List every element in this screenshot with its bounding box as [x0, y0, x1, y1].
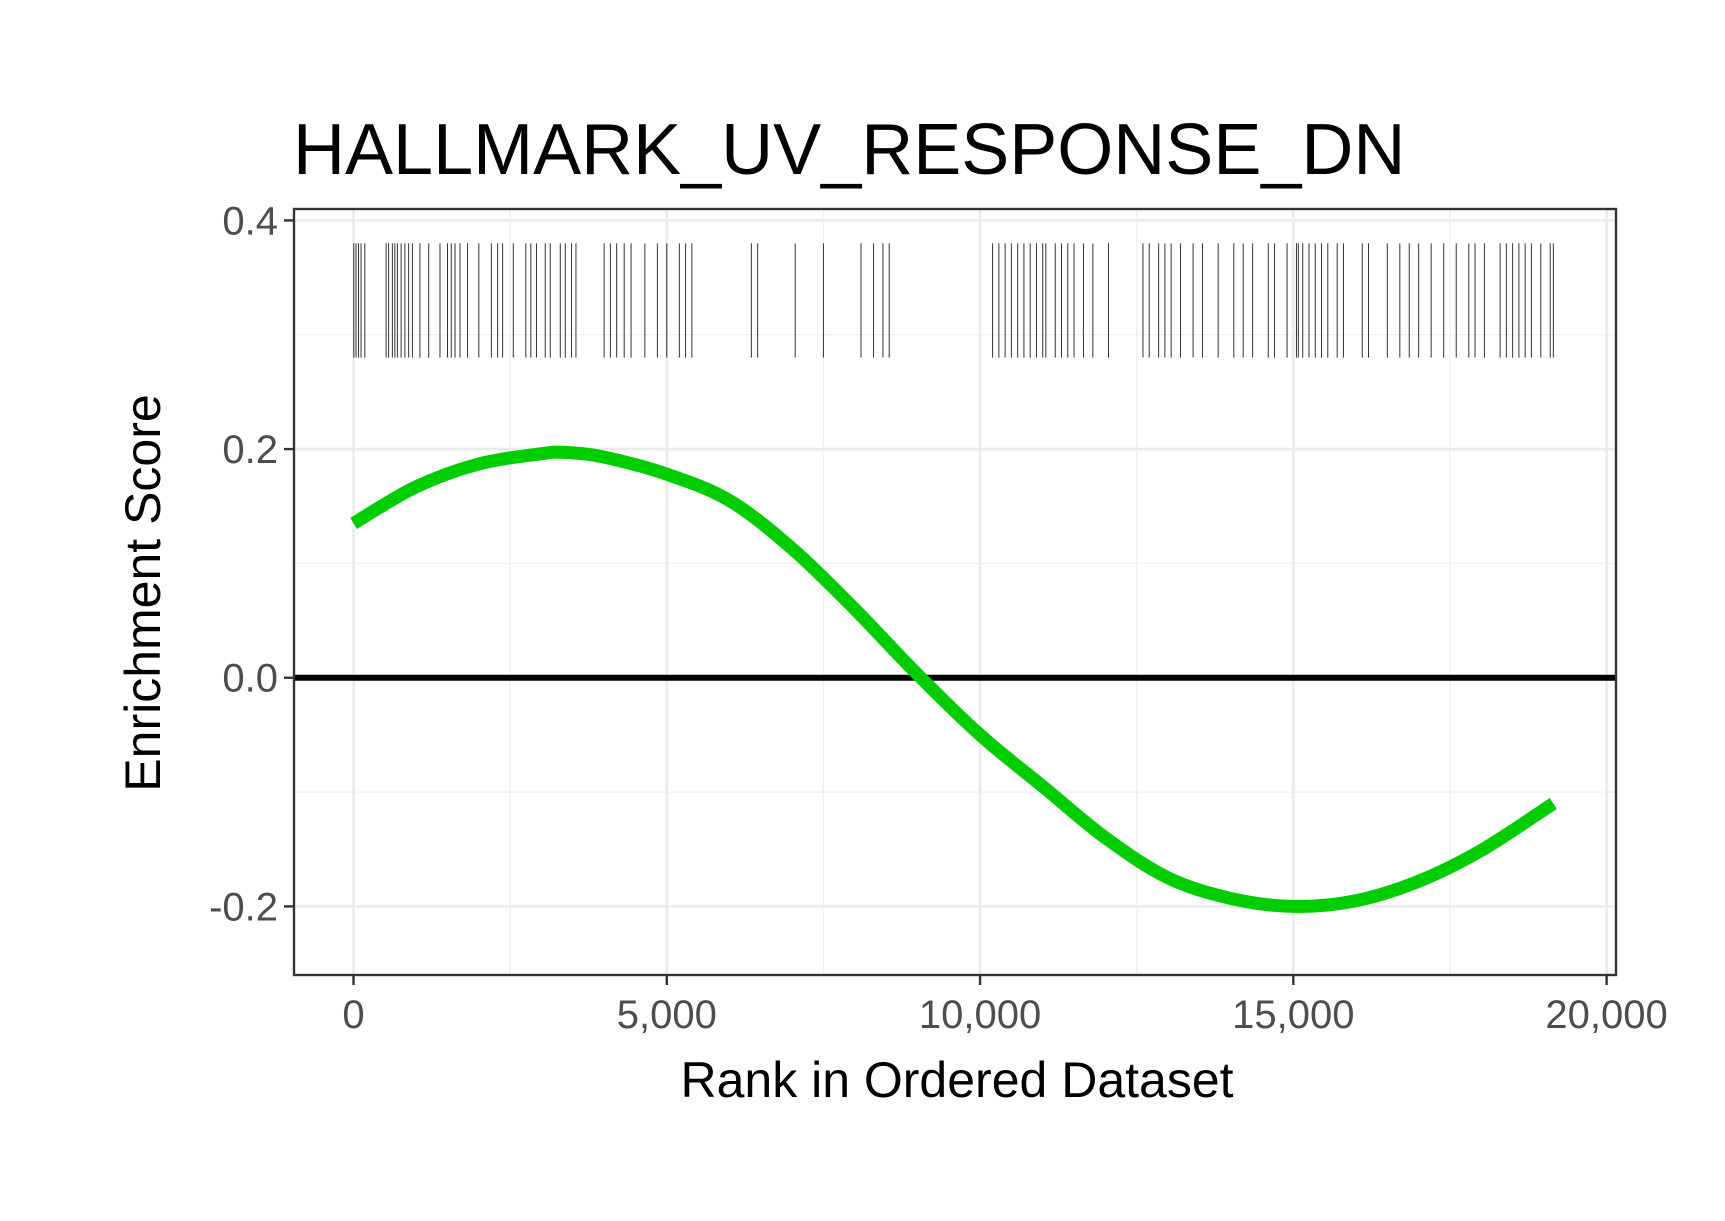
plot-title: HALLMARK_UV_RESPONSE_DN [293, 110, 1405, 190]
y-axis-title: Enrichment Score [115, 394, 171, 791]
y-tick-label: 0.0 [222, 657, 278, 701]
x-axis-title: Rank in Ordered Dataset [680, 1052, 1233, 1108]
x-tick-label: 5,000 [617, 993, 717, 1037]
y-tick-label: 0.2 [222, 428, 278, 472]
enrichment-score-curve [350, 445, 1557, 913]
y-tick-label: 0.4 [222, 199, 278, 243]
x-tick-label: 0 [342, 993, 364, 1037]
x-axis: 0 5,000 10,000 15,000 20,000 [342, 975, 1668, 1037]
y-tick-label: -0.2 [209, 885, 278, 929]
gene-hit-ticks [353, 243, 1554, 358]
x-tick-label: 10,000 [919, 993, 1041, 1037]
x-tick-label: 20,000 [1545, 993, 1667, 1037]
x-tick-label: 15,000 [1232, 993, 1354, 1037]
panel-border [292, 207, 1618, 977]
y-axis: -0.2 0.0 0.2 0.4 [209, 199, 294, 929]
